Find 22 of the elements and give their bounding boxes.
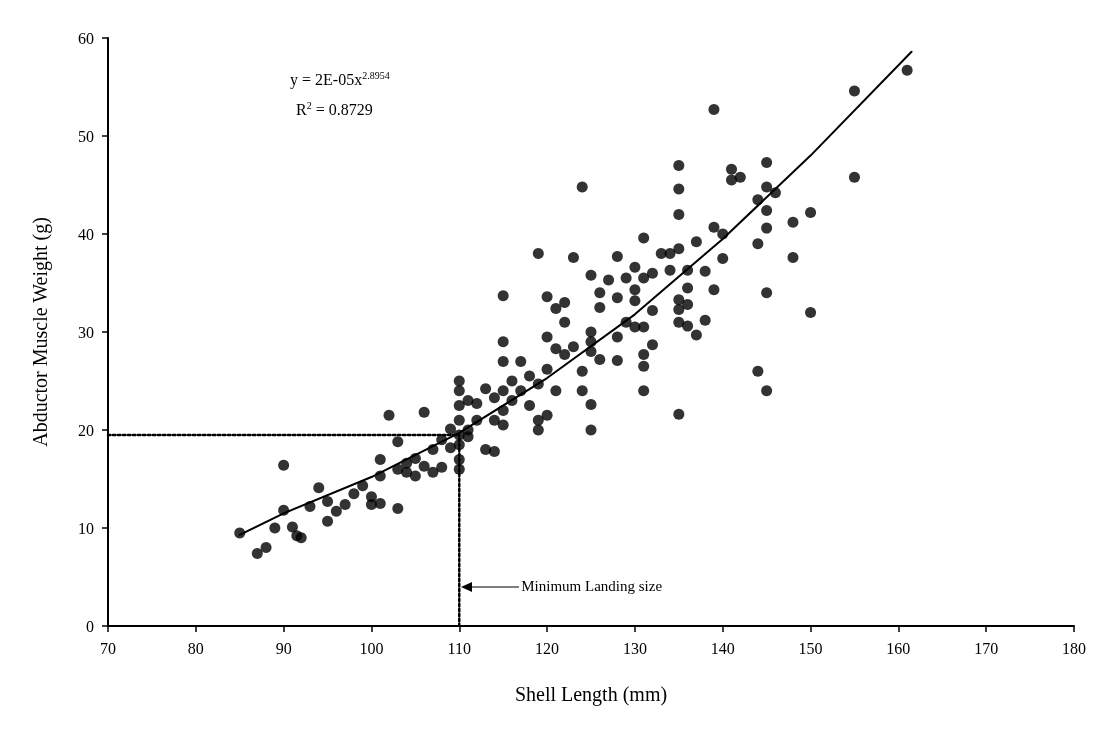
y-tick-label: 0: [86, 617, 94, 635]
y-tick-label: 50: [78, 127, 94, 145]
x-axis-title: Shell Length (mm): [514, 683, 668, 706]
y-tick-label: 10: [78, 519, 94, 537]
y-tick-label: 40: [78, 225, 94, 243]
x-tick-label: 170: [974, 639, 999, 657]
y-tick-label: 60: [78, 29, 94, 47]
y-tick-label: 20: [78, 421, 94, 439]
y-tick-label: 30: [78, 323, 94, 341]
x-tick-label: 90: [275, 639, 292, 657]
x-tick-label: 160: [886, 639, 911, 657]
annotation: Minimum Landing size: [521, 578, 663, 595]
x-tick-label: 120: [535, 639, 560, 657]
y-axis-title: Abductor Muscle Weight (g): [29, 217, 52, 447]
x-tick-label: 80: [187, 639, 204, 657]
x-tick-label: 180: [1062, 639, 1086, 657]
x-tick-label: 150: [798, 639, 823, 657]
x-tick-label: 110: [447, 639, 471, 657]
x-tick-label: 140: [710, 639, 735, 657]
x-tick-label: 100: [359, 639, 384, 657]
x-tick-label: 130: [622, 639, 647, 657]
x-tick-label: 70: [100, 639, 116, 657]
